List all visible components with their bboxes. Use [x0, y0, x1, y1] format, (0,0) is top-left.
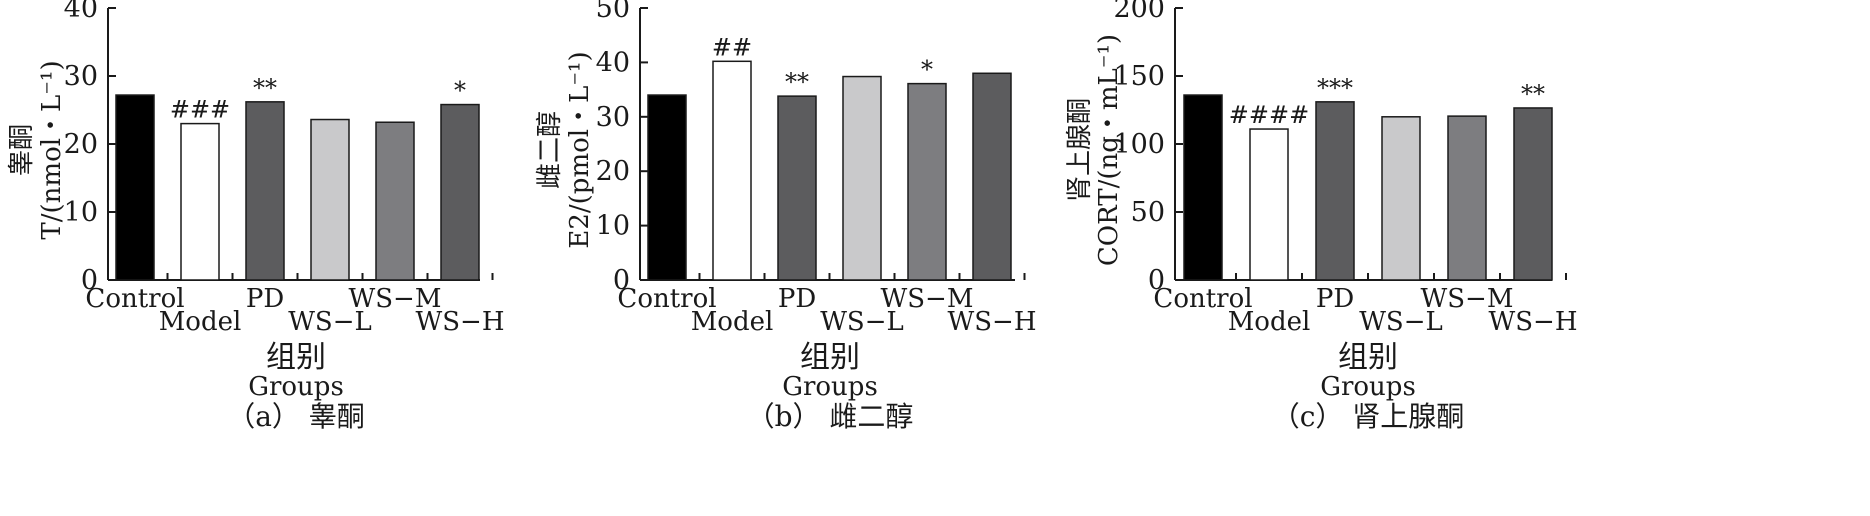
bar-model: [180, 122, 220, 281]
x-tick-label: PD: [246, 284, 284, 314]
x-tick-label: WS−M: [1421, 284, 1514, 314]
significance-label: ##: [712, 33, 752, 61]
bar-model: [1249, 128, 1289, 281]
x-axis-label-en: Groups: [1320, 372, 1416, 402]
x-axis-label-en: Groups: [782, 372, 878, 402]
bar-control: [647, 94, 687, 281]
x-tick-label: WS−M: [881, 284, 974, 314]
y-tick-label: 20: [64, 129, 98, 160]
x-tick-label: WS−H: [948, 307, 1037, 337]
y-tick-label: 0: [613, 265, 630, 296]
x-tick-label: Control: [1153, 284, 1252, 314]
y-tick-label: 30: [596, 102, 630, 133]
panel-caption: （b） 雌二醇: [747, 400, 914, 433]
x-tick-label: WS−M: [349, 284, 442, 314]
x-tick-label: Model: [159, 307, 242, 337]
significance-label: *: [921, 56, 933, 84]
y-axis-label-en: T/(nmol・L⁻¹): [37, 60, 67, 239]
bar-control: [1183, 94, 1223, 281]
y-axis-label-en: E2/(pmol・L⁻¹): [565, 51, 595, 248]
y-tick-label: 150: [1113, 61, 1165, 92]
x-axis-label-cn: 组别: [1338, 340, 1398, 375]
y-tick-label: 10: [596, 211, 630, 242]
bar-wsh: [972, 72, 1012, 281]
y-tick-label: 20: [596, 156, 630, 187]
bar-wsl: [310, 118, 350, 281]
x-tick-label: WS−H: [416, 307, 505, 337]
significance-label: ***: [1317, 74, 1353, 102]
x-tick-label: WS−L: [288, 307, 372, 337]
x-tick-label: Model: [1228, 307, 1311, 337]
x-tick-label: WS−L: [820, 307, 904, 337]
panel-caption: （a） 睾酮: [227, 400, 365, 433]
y-tick-label: 50: [1131, 197, 1165, 228]
significance-label: **: [1521, 80, 1545, 108]
x-tick-label: PD: [778, 284, 816, 314]
bar-pd: [245, 101, 285, 281]
bar-control: [115, 94, 155, 281]
y-tick-label: 40: [596, 47, 630, 78]
y-axis-label-cn: 睾酮: [7, 124, 37, 176]
x-axis-label-cn: 组别: [266, 340, 326, 375]
y-tick-label: 10: [64, 197, 98, 228]
x-axis-label-cn: 组别: [800, 340, 860, 375]
bar-wsh: [440, 103, 480, 281]
bar-wsl: [1381, 116, 1421, 281]
chart-panel-3: 050100150200Control####Model***PDWS−LWS−…: [1065, 0, 1578, 433]
bar-pd: [777, 95, 817, 281]
y-tick-label: 100: [1113, 129, 1165, 160]
significance-label: *: [454, 77, 466, 105]
bar-wsh: [1513, 107, 1553, 281]
y-tick-label: 200: [1113, 0, 1165, 24]
x-tick-label: Model: [691, 307, 774, 337]
y-axis-label-cn: 肾上腺酮: [1065, 98, 1095, 202]
y-tick-label: 40: [64, 0, 98, 24]
bar-wsm: [375, 121, 415, 281]
y-tick-label: 50: [596, 0, 630, 24]
x-tick-label: WS−H: [1489, 307, 1578, 337]
panel-caption: （c） 肾上腺酮: [1272, 400, 1465, 433]
x-axis-label-en: Groups: [248, 372, 344, 402]
significance-label: **: [253, 74, 277, 102]
significance-label: **: [785, 68, 809, 96]
bar-pd: [1315, 101, 1355, 281]
significance-label: ####: [1229, 101, 1309, 129]
x-tick-label: Control: [85, 284, 184, 314]
x-tick-label: Control: [617, 284, 716, 314]
significance-label: ###: [170, 96, 230, 124]
x-tick-label: PD: [1316, 284, 1354, 314]
y-axis-label-cn: 雌二醇: [535, 111, 565, 189]
y-tick-label: 0: [81, 265, 98, 296]
bar-model: [712, 60, 752, 281]
y-tick-label: 0: [1148, 265, 1165, 296]
x-tick-label: WS−L: [1359, 307, 1443, 337]
y-axis-label-en: CORT/(ng・mL⁻¹): [1094, 34, 1124, 266]
bar-wsm: [1447, 115, 1487, 281]
y-tick-label: 30: [64, 61, 98, 92]
bar-wsl: [842, 75, 882, 281]
bar-wsm: [907, 82, 947, 281]
